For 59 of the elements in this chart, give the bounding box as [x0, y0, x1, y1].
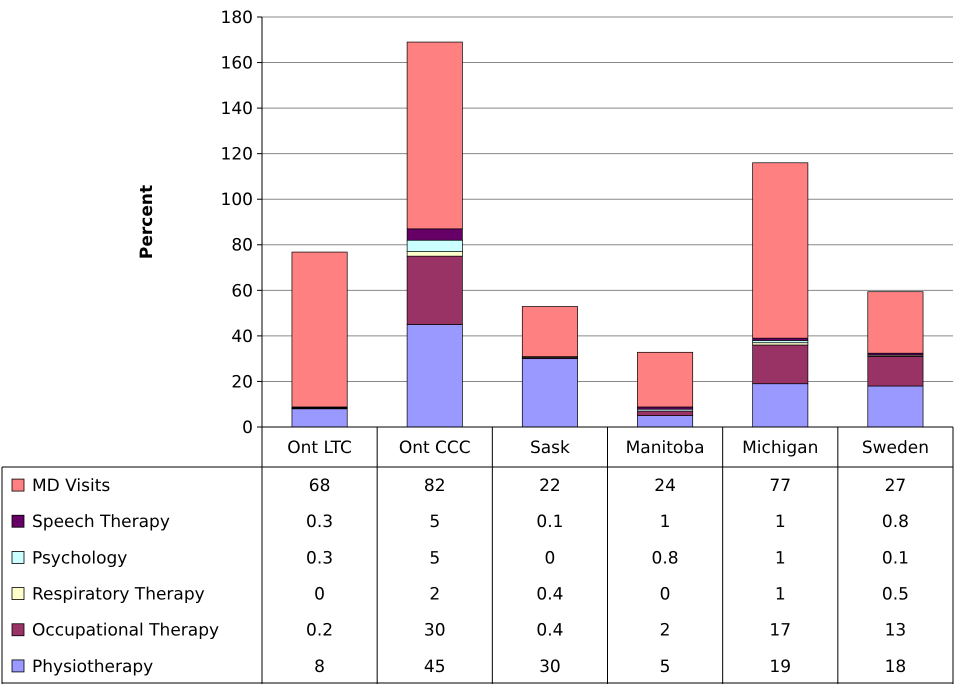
- data-label: 5: [660, 656, 670, 677]
- legend-label: Physiotherapy: [32, 656, 154, 677]
- data-label: 0.1: [882, 548, 909, 568]
- data-label: 22: [539, 476, 561, 496]
- legend-label: MD Visits: [32, 476, 110, 496]
- data-label: 1: [774, 548, 786, 568]
- x-tick-label: Ont LTC: [287, 438, 352, 458]
- data-label: 30: [539, 656, 561, 677]
- y-tick-label: 80: [231, 236, 253, 256]
- data-label: 0: [660, 584, 670, 605]
- data-label: 0: [314, 584, 325, 605]
- data-label: 8: [314, 656, 325, 677]
- legend-label: Psychology: [32, 548, 128, 568]
- legend-label: Respiratory Therapy: [32, 584, 205, 605]
- data-label: 2: [660, 620, 670, 641]
- legend-label: Occupational Therapy: [32, 620, 220, 641]
- y-tick-label: 180: [220, 8, 253, 28]
- data-label: 13: [884, 620, 906, 641]
- data-label: 0.8: [882, 512, 909, 532]
- data-label: 0.5: [882, 584, 909, 605]
- data-label: 45: [424, 656, 446, 677]
- data-label: 19: [769, 656, 792, 677]
- data-label: 0.1: [536, 512, 564, 532]
- x-tick-label: Sweden: [862, 438, 930, 458]
- y-axis-title: Percent: [137, 184, 157, 260]
- data-label: 1: [774, 512, 786, 532]
- data-label: 2: [429, 584, 440, 605]
- data-label: 18: [884, 656, 906, 677]
- legend-label: Speech Therapy: [32, 512, 170, 532]
- x-tick-label: Michigan: [742, 438, 818, 458]
- data-label: 24: [654, 476, 676, 496]
- data-label: 0.8: [652, 548, 679, 568]
- data-label: 1: [774, 584, 786, 605]
- y-tick-label: 120: [220, 144, 253, 165]
- data-label: 82: [424, 476, 446, 496]
- y-tick-label: 20: [231, 372, 253, 392]
- data-label: 0.4: [536, 620, 564, 641]
- data-label: 77: [769, 476, 792, 496]
- data-label: 1: [660, 512, 670, 532]
- y-tick-label: 160: [220, 54, 253, 74]
- y-tick-label: 140: [220, 99, 253, 120]
- data-label: 27: [884, 476, 906, 496]
- y-tick-label: 0: [242, 418, 253, 438]
- x-tick-label: Manitoba: [626, 438, 705, 458]
- y-tick-label: 100: [220, 190, 253, 210]
- y-tick-label: 60: [231, 281, 253, 302]
- y-tick-label: 40: [231, 326, 253, 347]
- data-label: 17: [769, 620, 792, 641]
- x-tick-label: Sask: [530, 438, 570, 458]
- data-label: 0.3: [306, 548, 334, 568]
- data-label: 68: [308, 476, 330, 496]
- x-tick-label: Ont CCC: [398, 438, 471, 458]
- data-label: 0.3: [306, 512, 334, 532]
- data-label: 0.2: [306, 620, 334, 641]
- data-label: 0.4: [536, 584, 564, 605]
- data-label: 30: [424, 620, 446, 641]
- data-label: 5: [429, 548, 440, 568]
- data-label: 5: [429, 512, 440, 532]
- data-label: 0: [544, 548, 556, 568]
